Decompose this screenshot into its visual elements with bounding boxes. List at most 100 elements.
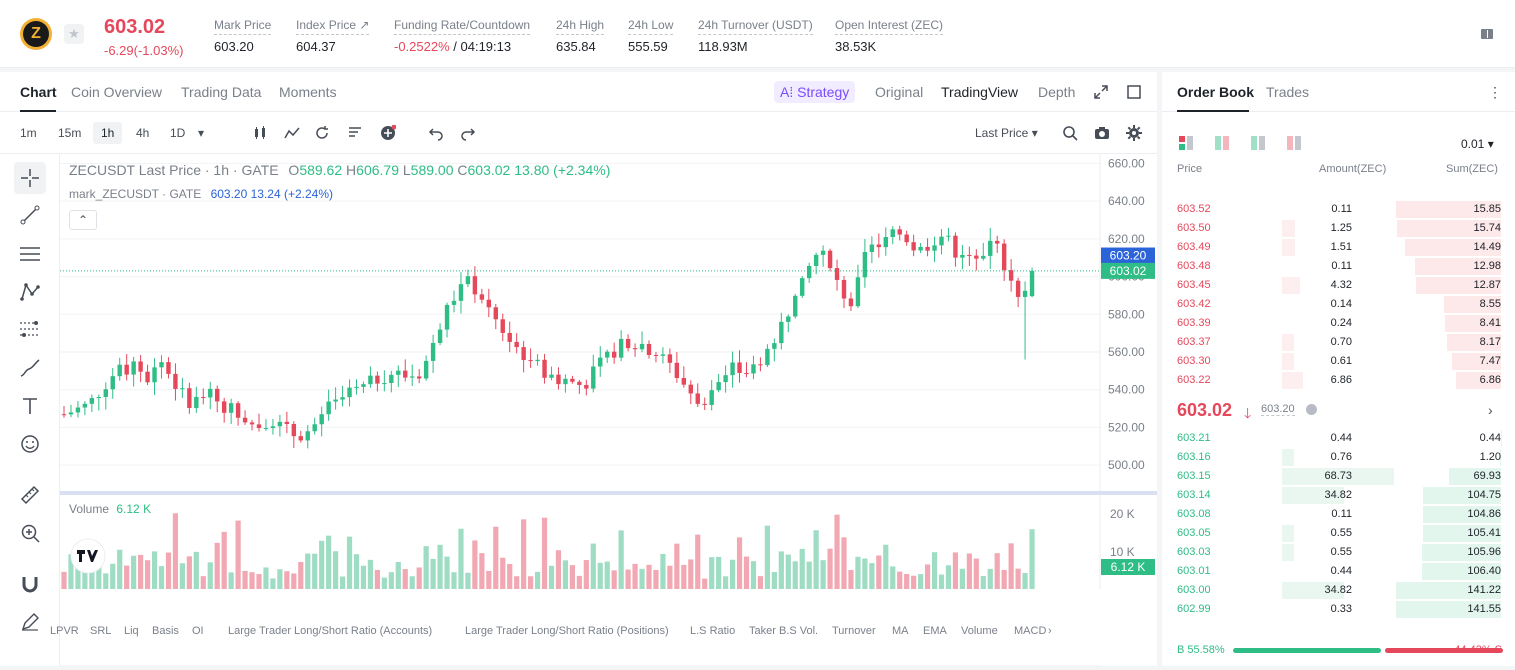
chevron-right-icon[interactable]: › — [1488, 402, 1493, 418]
precision-select[interactable]: 0.01 ▾ — [1461, 137, 1494, 151]
indicator-srl[interactable]: SRL — [90, 625, 112, 637]
indicator-oi[interactable]: OI — [192, 625, 204, 637]
search-icon[interactable] — [1062, 125, 1078, 141]
bid-row[interactable]: 603.21 0.44 0.44 — [1162, 429, 1515, 448]
timeframe-4h[interactable]: 4h — [136, 126, 150, 140]
ask-row[interactable]: 603.45 4.32 12.87 — [1162, 276, 1515, 295]
shield-icon — [1306, 404, 1317, 415]
ask-row[interactable]: 603.30 0.61 7.47 — [1162, 352, 1515, 371]
trend-line-icon[interactable] — [14, 199, 46, 231]
bid-row[interactable]: 603.05 0.55 105.41 — [1162, 524, 1515, 543]
bid-row[interactable]: 603.15 68.73 69.93 — [1162, 467, 1515, 486]
horizontal-lines-icon[interactable] — [14, 238, 46, 270]
view-depth[interactable]: Depth — [1038, 84, 1076, 100]
indicator-large-trader-long-short-ratio-positions-[interactable]: Large Trader Long/Short Ratio (Positions… — [465, 625, 669, 637]
redo-icon[interactable] — [460, 125, 476, 141]
zoom-in-icon[interactable] — [14, 517, 46, 549]
indicator-basis[interactable]: Basis — [152, 625, 179, 637]
price-type-select[interactable]: Last Price ▾ — [975, 126, 1038, 140]
indicator-liq[interactable]: Liq — [124, 625, 139, 637]
bid-row[interactable]: 603.08 0.11 104.86 — [1162, 505, 1515, 524]
stat-open-interest[interactable]: Open Interest (ZEC) 38.53K — [835, 18, 944, 54]
fib-retracement-icon[interactable] — [14, 314, 46, 346]
indicator-macd[interactable]: MACD — [1014, 625, 1047, 637]
layout-split-icon[interactable] — [1214, 135, 1230, 151]
tab-trading-data[interactable]: Trading Data — [181, 84, 262, 100]
tab-coin-overview[interactable]: Coin Overview — [71, 84, 163, 100]
bid-row[interactable]: 602.99 0.33 141.55 — [1162, 600, 1515, 619]
expand-icon[interactable] — [1094, 85, 1108, 99]
pencil-lock-icon[interactable] — [14, 606, 46, 638]
tab-order-book[interactable]: Order Book — [1177, 84, 1255, 100]
tab-trades[interactable]: Trades — [1266, 84, 1310, 100]
tab-moments[interactable]: Moments — [279, 84, 337, 100]
bid-row[interactable]: 603.01 0.44 106.40 — [1162, 562, 1515, 581]
view-original[interactable]: Original — [875, 84, 924, 100]
gear-icon[interactable] — [1126, 125, 1142, 141]
text-tool-icon[interactable] — [14, 390, 46, 422]
indicator-lpvr[interactable]: LPVR — [50, 625, 79, 637]
price-chart[interactable]: 660.00640.00620.00600.00580.00560.00540.… — [60, 154, 1157, 666]
volume-bar — [500, 557, 506, 589]
templates-icon[interactable] — [347, 125, 363, 141]
ask-row[interactable]: 603.52 0.11 15.85 — [1162, 200, 1515, 219]
volume-bar — [409, 576, 415, 589]
ask-row[interactable]: 603.49 1.51 14.49 — [1162, 238, 1515, 257]
replay-icon[interactable] — [314, 125, 330, 141]
volume-bar — [750, 561, 757, 589]
layout-both-icon[interactable] — [1178, 135, 1194, 151]
more-icon[interactable]: ⋮ — [1488, 84, 1502, 100]
book-icon[interactable] — [1480, 27, 1494, 41]
chevron-right-icon[interactable]: › — [1048, 625, 1052, 637]
view-tradingview[interactable]: TradingView — [941, 84, 1019, 100]
camera-icon[interactable] — [1094, 125, 1110, 141]
magnet-icon[interactable] — [14, 568, 46, 600]
candle-body — [514, 341, 519, 348]
indicator-taker-b-s-vol-[interactable]: Taker B.S Vol. — [749, 625, 819, 637]
timeframe-1m[interactable]: 1m — [20, 126, 37, 140]
timeframe-15m[interactable]: 15m — [58, 126, 82, 140]
stat-mark-price[interactable]: Mark Price 603.20 — [214, 18, 272, 54]
collapse-legend-button[interactable]: ⌃ — [69, 210, 97, 230]
mark-price-tag — [1101, 247, 1155, 264]
timeframe-1d[interactable]: 1D — [170, 126, 186, 140]
mid-mark-price[interactable]: 603.20 — [1261, 403, 1295, 416]
ask-row[interactable]: 603.50 1.25 15.74 — [1162, 219, 1515, 238]
tab-chart[interactable]: Chart — [20, 84, 57, 100]
favorite-star-icon[interactable]: ★ — [64, 24, 84, 44]
layout-asks-icon[interactable] — [1286, 135, 1302, 151]
bid-row[interactable]: 603.16 0.76 1.20 — [1162, 448, 1515, 467]
pattern-icon[interactable] — [14, 276, 46, 308]
bid-row[interactable]: 603.03 0.55 105.96 — [1162, 543, 1515, 562]
add-alert-icon[interactable] — [380, 125, 396, 141]
indicator-turnover[interactable]: Turnover — [832, 625, 876, 637]
candle-body — [904, 234, 909, 243]
indicator-ema[interactable]: EMA — [923, 625, 947, 637]
indicator-volume[interactable]: Volume — [961, 625, 998, 637]
layout-bids-icon[interactable] — [1250, 135, 1266, 151]
timeframe-dropdown[interactable]: ▾ — [198, 126, 205, 140]
indicator-ma[interactable]: MA — [892, 625, 909, 637]
stat-index-price[interactable]: Index Price ↗ 604.37 — [296, 18, 370, 54]
indicator-l-s-ratio[interactable]: L.S Ratio — [690, 625, 736, 637]
ask-row[interactable]: 603.42 0.14 8.55 — [1162, 295, 1515, 314]
ask-row[interactable]: 603.48 0.11 12.98 — [1162, 257, 1515, 276]
volume-legend: Volume 6.12 K — [69, 502, 151, 516]
bid-row[interactable]: 603.14 34.82 104.75 — [1162, 486, 1515, 505]
bid-row[interactable]: 603.00 34.82 141.22 — [1162, 581, 1515, 600]
timeframe-1h[interactable]: 1h — [93, 122, 123, 144]
crosshair-icon[interactable] — [14, 162, 46, 194]
candle-type-icon[interactable] — [252, 125, 268, 141]
emoji-icon[interactable] — [14, 428, 46, 460]
brush-icon[interactable] — [14, 352, 46, 384]
ask-row[interactable]: 603.37 0.70 8.17 — [1162, 333, 1515, 352]
window-icon[interactable] — [1127, 85, 1141, 99]
indicators-icon[interactable] — [284, 125, 300, 141]
ask-row[interactable]: 603.22 6.86 6.86 — [1162, 371, 1515, 390]
strategy-button[interactable]: A⁞ Strategy — [774, 81, 856, 103]
indicator-large-trader-long-short-ratio-accounts-[interactable]: Large Trader Long/Short Ratio (Accounts) — [228, 625, 433, 637]
ask-row[interactable]: 603.39 0.24 8.41 — [1162, 314, 1515, 333]
undo-icon[interactable] — [428, 125, 444, 141]
stat-funding-rate[interactable]: Funding Rate/Countdown -0.2522% / 04:19:… — [394, 18, 531, 54]
ruler-icon[interactable] — [14, 479, 46, 511]
